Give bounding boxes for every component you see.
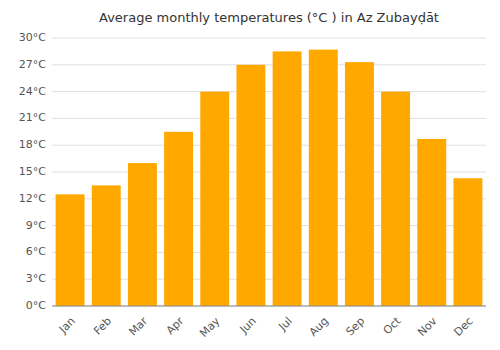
chart-svg: Average monthly temperatures (°C ) in Az… xyxy=(0,0,500,350)
x-tick-label: Apr xyxy=(164,314,187,337)
y-tick-label: 27°C xyxy=(19,58,46,71)
grid-line xyxy=(52,64,486,65)
y-tick-label: 9°C xyxy=(26,219,46,232)
x-axis: Jan Feb Mar Apr May Jun Jul Aug Sep Oct Nov Dec xyxy=(56,314,476,340)
bar xyxy=(309,50,338,306)
grid-line xyxy=(52,118,486,119)
bar xyxy=(381,92,410,306)
bar xyxy=(345,62,374,306)
x-tick-label: Mar xyxy=(126,314,150,338)
grid-line xyxy=(52,91,486,92)
y-axis: 0°C 3°C 6°C 9°C 12°C 15°C 18°C 21°C 24°C 27°C 30°C xyxy=(19,31,486,312)
grid-line xyxy=(52,306,486,307)
x-tick-label: Oct xyxy=(381,314,404,337)
y-tick-label: 0°C xyxy=(26,299,46,312)
bars xyxy=(56,50,483,306)
y-tick-label: 30°C xyxy=(19,31,46,44)
y-tick-label: 12°C xyxy=(19,192,46,205)
y-tick-label: 15°C xyxy=(19,165,46,178)
y-tick-label: 18°C xyxy=(19,138,46,151)
bar xyxy=(92,185,121,306)
y-tick-label: 6°C xyxy=(26,245,46,258)
bar xyxy=(453,178,482,306)
x-tick-label: Jun xyxy=(237,315,259,337)
grid-line xyxy=(52,38,486,39)
bar xyxy=(417,139,446,306)
x-tick-label: Jul xyxy=(276,315,295,334)
bar xyxy=(200,92,229,306)
y-tick-label: 3°C xyxy=(26,272,46,285)
bar xyxy=(236,65,265,306)
bar xyxy=(273,51,302,306)
x-tick-label: Nov xyxy=(415,314,440,339)
x-tick-label: Sep xyxy=(343,315,367,339)
x-tick-label: May xyxy=(197,314,223,340)
bar xyxy=(56,194,85,306)
bar xyxy=(128,163,157,306)
x-tick-label: Dec xyxy=(451,315,475,339)
bar xyxy=(164,132,193,306)
x-tick-label: Aug xyxy=(307,315,331,339)
y-tick-label: 21°C xyxy=(19,111,46,124)
x-tick-label: Jan xyxy=(56,315,78,337)
y-tick-label: 24°C xyxy=(19,85,46,98)
chart-container: Average monthly temperatures (°C ) in Az… xyxy=(0,0,500,350)
x-axis-line xyxy=(52,306,486,307)
chart-title: Average monthly temperatures (°C ) in Az… xyxy=(99,10,439,25)
x-tick-label: Feb xyxy=(91,315,114,338)
